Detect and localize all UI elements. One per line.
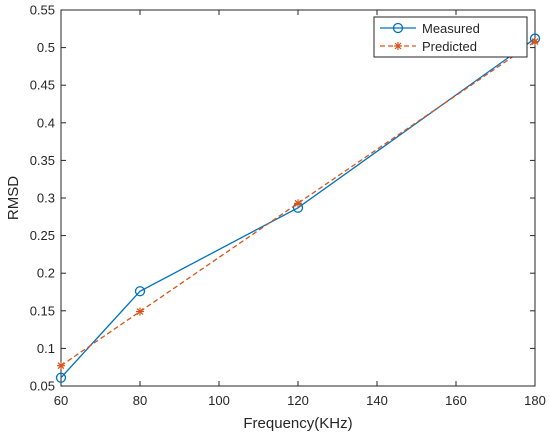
series-predicted-point [531, 37, 539, 46]
y-tick-label: 0.45 [30, 78, 55, 93]
x-tick-label: 180 [524, 393, 546, 408]
plot-area [60, 9, 536, 387]
series-measured-line [60, 38, 536, 379]
y-tick-label: 0.3 [37, 191, 55, 206]
series-predicted-point [294, 199, 302, 208]
y-tick-label: 0.15 [30, 303, 55, 318]
x-tick-label: 60 [54, 393, 68, 408]
legend-measured-label: Measured [422, 21, 480, 36]
x-tick-label: 100 [208, 393, 230, 408]
series-predicted-point [136, 307, 144, 316]
y-tick-label: 0.4 [37, 115, 55, 130]
y-tick-label: 0.1 [37, 341, 55, 356]
x-axis-label: Frequency(KHz) [243, 415, 352, 432]
x-tick-label: 140 [366, 393, 388, 408]
legend-predicted-marker [394, 42, 402, 50]
series-measured-point [134, 286, 146, 297]
y-axis-label: RMSD [5, 176, 22, 220]
series-predicted-point [57, 361, 65, 370]
y-tick-label: 0.25 [30, 228, 55, 243]
legend: Measured Predicted [373, 16, 528, 58]
series-measured-point [55, 372, 67, 383]
y-tick-label: 0.35 [30, 153, 55, 168]
x-tick-label: 120 [287, 393, 309, 408]
y-tick-label: 0.05 [30, 379, 55, 394]
legend-predicted-label: Predicted [422, 39, 477, 54]
y-tick-label: 0.2 [37, 266, 55, 281]
x-tick-label: 80 [133, 393, 147, 408]
y-tick-label: 0.5 [37, 40, 55, 55]
y-tick-label: 0.55 [30, 3, 55, 18]
legend-measured-marker [392, 22, 404, 34]
x-tick-label: 160 [445, 393, 467, 408]
